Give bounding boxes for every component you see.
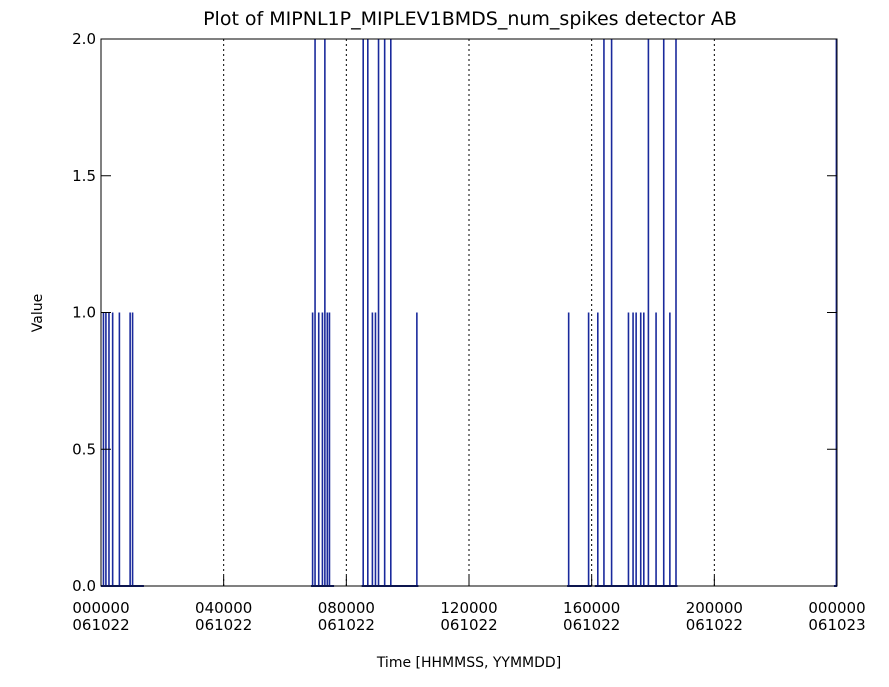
x-tick-label-date: 061022 xyxy=(440,616,497,634)
y-tick-label: 2.0 xyxy=(72,30,96,48)
x-tick-label-date: 061022 xyxy=(195,616,252,634)
x-tick-label-time: 040000 xyxy=(195,599,252,617)
y-tick-label: 0.5 xyxy=(72,440,96,458)
x-tick-label-time: 000000 xyxy=(72,599,129,617)
x-tick-label-time: 200000 xyxy=(686,599,743,617)
y-tick-label: 1.5 xyxy=(72,167,96,185)
x-tick-label-time: 080000 xyxy=(318,599,375,617)
x-tick-label-time: 160000 xyxy=(563,599,620,617)
grid-lines xyxy=(223,39,715,586)
chart-title: Plot of MIPNL1P_MIPLEV1BMDS_num_spikes d… xyxy=(203,8,737,30)
x-tick-label-time: 000000 xyxy=(808,599,865,617)
x-tick-label-date: 061022 xyxy=(686,616,743,634)
x-axis-label: Time [HHMMSS, YYMMDD] xyxy=(376,655,561,671)
x-tick-label-date: 061022 xyxy=(563,616,620,634)
y-tick-label: 0.0 xyxy=(72,577,96,595)
x-tick-label-time: 120000 xyxy=(440,599,497,617)
y-axis-label: Value xyxy=(30,294,46,332)
y-axis: 0.0 0.5 1.0 1.5 2.0 xyxy=(72,30,837,595)
y-tick-label: 1.0 xyxy=(72,304,96,322)
x-axis: 0000000610220400000610220800000610221200… xyxy=(72,576,866,634)
x-tick-label-date: 061022 xyxy=(318,616,375,634)
x-tick-label-date: 061022 xyxy=(72,616,129,634)
x-tick-label-date: 061023 xyxy=(808,616,865,634)
